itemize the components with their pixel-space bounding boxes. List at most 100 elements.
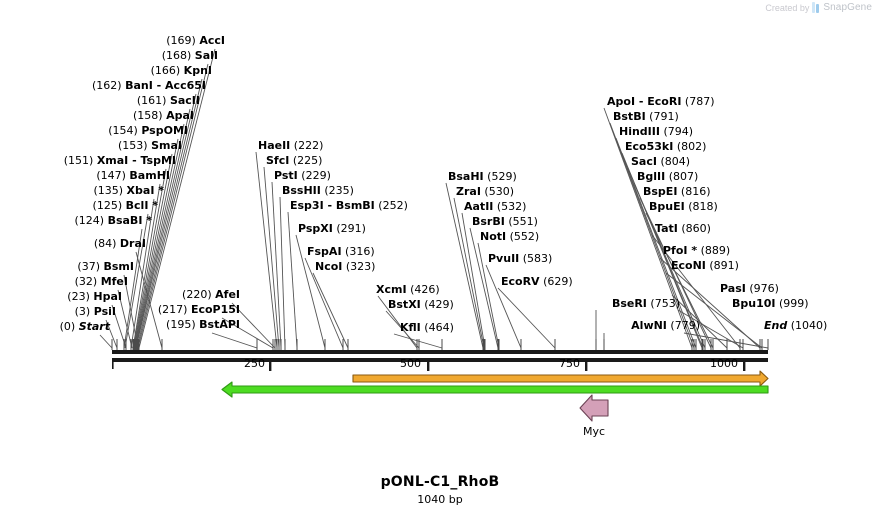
site-label: (220) AfeI [182,289,240,301]
site-enzyme: HaeII [258,139,291,152]
site-enzyme: DraI [119,237,146,250]
site-position: (23) [67,290,90,303]
site-label: Bpu10I (999) [732,298,809,310]
site-enzyme: PsiI [93,305,116,318]
site-position: (889) [700,244,731,257]
site-enzyme: FspAI [307,245,342,258]
site-position: (804) [660,155,691,168]
leader-lines-center [445,182,556,349]
site-label: BpuEI (818) [649,201,718,213]
site-enzyme: NotI [480,230,507,243]
ruler-tick-label-1000: 1000 [710,357,738,370]
site-position: (161) [136,94,167,107]
site-label: (23) HpaI [67,291,122,303]
plasmid-name: pONL-C1_RhoB [380,474,500,490]
site-position: (229) [301,169,331,182]
site-label: BglII (807) [637,171,698,183]
site-position: (629) [543,275,573,288]
site-position: (529) [487,170,517,183]
site-enzyme: BsrBI [472,215,505,228]
site-label: BspEI (816) [643,186,711,198]
site-position: (551) [508,215,538,228]
site-position: (816) [680,185,711,198]
site-label: AatII (532) [464,201,526,213]
site-enzyme: Start [78,320,110,333]
site-label: (135) XbaI * [93,185,164,197]
site-position: (162) [91,79,122,92]
site-enzyme: AatII [464,200,494,213]
leader-lines-lower-right [595,310,605,348]
site-position: (222) [293,139,324,152]
site-enzyme: End [764,319,788,332]
site-position: (323) [345,260,376,273]
site-enzyme: HpaI [93,290,122,303]
site-position: (0) [59,320,76,333]
site-position: (976) [749,282,779,295]
site-enzyme: BspEI [643,185,678,198]
site-label: TatI (860) [655,223,711,235]
site-label: (162) BanI - Acc65I [92,80,206,92]
site-position: (791) [649,110,679,123]
site-enzyme: PasI [720,282,746,295]
site-label: (161) SacII [137,95,200,107]
site-enzyme: PfoI * [663,244,698,257]
site-enzyme: SacII [169,94,200,107]
site-label: NotI (552) [480,231,539,243]
site-label: (84) DraI [94,238,146,250]
leader-lines-middle [255,151,443,349]
site-enzyme: KpnI [183,64,212,77]
site-label: FspAI (316) [307,246,375,258]
site-position: (552) [509,230,540,243]
site-position: (802) [676,140,707,153]
site-enzyme: PvuII [488,252,520,265]
site-enzyme: TatI [655,222,678,235]
site-position: (151) [63,154,94,167]
site-position: (169) [166,34,196,47]
site-label: (154) PspOMI [108,125,188,137]
site-position: (154) [108,124,138,137]
site-position: (32) [74,275,98,288]
site-enzyme: MfeI [100,275,128,288]
site-enzyme: EcoRV [501,275,540,288]
site-enzyme: EcoNI [671,259,706,272]
site-enzyme: AlwNI [631,319,667,332]
site-label: PfoI * (889) [663,245,730,257]
site-position: (158) [133,109,163,122]
myc-feature-label: Myc [582,425,606,438]
site-enzyme: AccI [199,34,225,47]
start-label: (0) Start [60,321,110,333]
site-position: (217) [157,303,188,316]
site-position: (316) [345,245,375,258]
site-label: HindIII (794) [619,126,693,138]
site-position: (999) [779,297,809,310]
site-label: (166) KpnI [151,65,212,77]
site-enzyme: Eco53kI [625,140,674,153]
orange-arrow-feature[interactable] [352,370,769,387]
site-enzyme: Bpu10I [732,297,776,310]
site-label: (158) ApaI [133,110,194,122]
site-label: KflI (464) [400,322,454,334]
site-label: (37) BsmI [77,261,134,273]
site-label: ZraI (530) [456,186,514,198]
site-position: (530) [484,185,515,198]
green-arrow-feature[interactable] [221,381,769,398]
myc-tag-feature[interactable] [579,394,609,422]
site-label: BstXI (429) [388,299,454,311]
site-label: ApoI - EcoRI (787) [607,96,715,108]
site-enzyme: XcmI [376,283,407,296]
site-enzyme: BstAPI [199,318,240,331]
snapgene-watermark: Created by SnapGene [765,2,872,13]
site-position: (124) [74,214,105,227]
site-label: (153) SmaI [118,140,182,152]
site-label: XcmI (426) [376,284,440,296]
site-label: NcoI (323) [315,261,375,273]
site-position: (860) [681,222,711,235]
site-label: EcoRV (629) [501,276,573,288]
site-label: (169) AccI [166,35,225,47]
site-enzyme: BsaBI * [107,214,152,227]
sequence-backbone [112,350,768,362]
site-enzyme: EcoP15I [190,303,240,316]
site-enzyme: NcoI [315,260,343,273]
site-enzyme: BpuEI [649,200,685,213]
end-label: End (1040) [764,320,827,332]
